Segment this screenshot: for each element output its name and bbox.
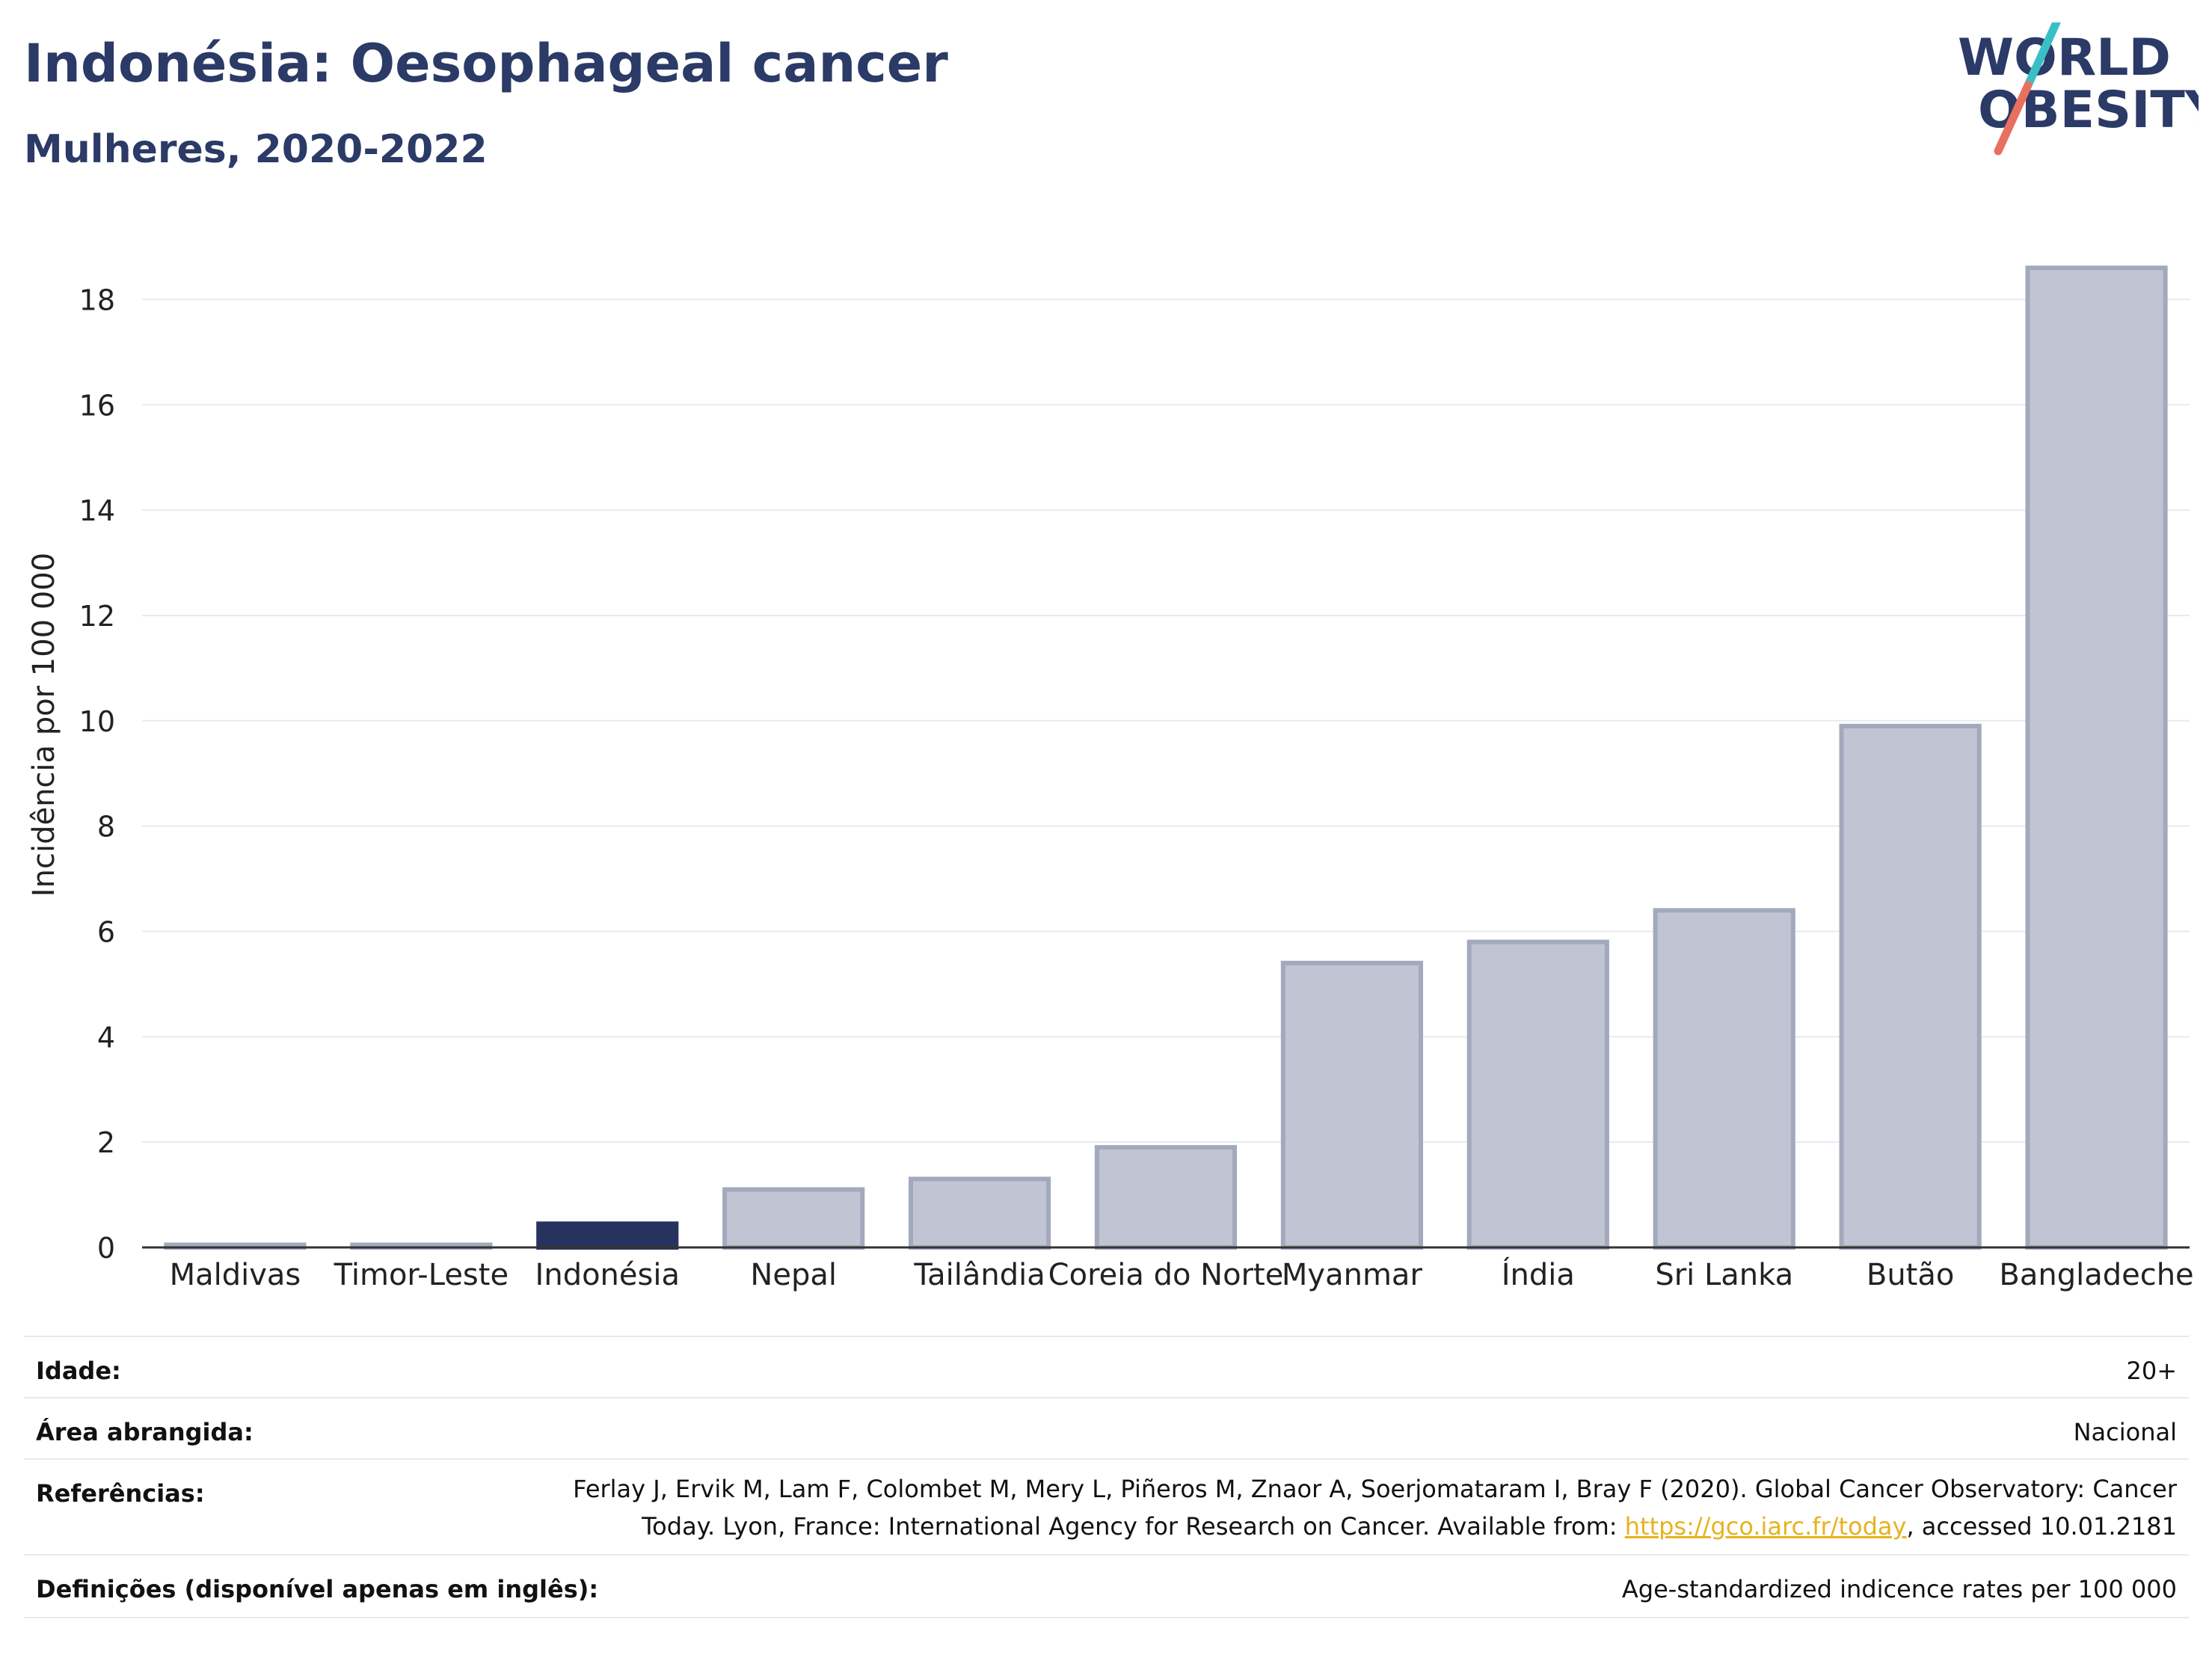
bar-tailândia bbox=[908, 1176, 1051, 1250]
references-line-2-text: Today. Lyon, France: International Agenc… bbox=[642, 1512, 1625, 1541]
bar-sri-lanka bbox=[1653, 908, 1795, 1250]
y-tick-label: 6 bbox=[97, 915, 115, 948]
meta-row-age: Idade: 20+ bbox=[24, 1336, 2189, 1398]
page-subtitle: Mulheres, 2020-2022 bbox=[24, 127, 488, 172]
y-tick-labels: 0 2 4 6 8 10 12 14 16 18 bbox=[79, 283, 115, 1265]
references-line-1: Ferlay J, Ervik M, Lam F, Colombet M, Me… bbox=[573, 1475, 2177, 1503]
references-link[interactable]: https://gco.iarc.fr/today bbox=[1624, 1512, 1907, 1541]
logo-slash-teal bbox=[2024, 22, 2061, 90]
y-tick-label: 12 bbox=[79, 600, 115, 633]
bars bbox=[164, 265, 2168, 1250]
meta-row-references: Referências: Ferlay J, Ervik M, Lam F, C… bbox=[24, 1458, 2189, 1556]
logo-slash-coral bbox=[1994, 81, 2033, 156]
references-line-2: Today. Lyon, France: International Agenc… bbox=[457, 1508, 2177, 1545]
bar-coreia-do-norte bbox=[1094, 1145, 1238, 1250]
x-tick-label: Indonésia bbox=[535, 1258, 680, 1292]
references-label: Referências: bbox=[36, 1479, 205, 1508]
x-tick-label: Timor-Leste bbox=[334, 1258, 509, 1292]
x-tick-label: Índia bbox=[1502, 1256, 1575, 1292]
y-tick-label: 0 bbox=[97, 1232, 115, 1265]
y-tick-label: 2 bbox=[97, 1126, 115, 1159]
definitions-value: Age-standardized indicence rates per 100… bbox=[1621, 1575, 2177, 1603]
page-title: Indonésia: Oesophageal cancer bbox=[24, 33, 948, 94]
metadata-table: Idade: 20+ Área abrangida: Nacional Refe… bbox=[24, 1336, 2189, 1650]
age-label: Idade: bbox=[36, 1357, 121, 1385]
x-tick-label: Butão bbox=[1867, 1258, 1954, 1292]
references-line-2-tail: , accessed 10.01.2181 bbox=[1906, 1512, 2177, 1541]
x-tick-label: Bangladeche bbox=[1999, 1258, 2193, 1292]
bar-butão bbox=[1839, 723, 1982, 1250]
references-value: Ferlay J, Ervik M, Lam F, Colombet M, Me… bbox=[457, 1470, 2177, 1545]
y-tick-label: 18 bbox=[79, 283, 115, 316]
meta-row-area: Área abrangida: Nacional bbox=[24, 1397, 2189, 1460]
bar-indonésia bbox=[536, 1221, 679, 1250]
bar-chart: 0 2 4 6 8 10 12 14 16 18 Maldivas Timor-Leste Indon… bbox=[27, 265, 2194, 1292]
world-obesity-logo: WORLD OBESITY bbox=[1958, 22, 2199, 156]
meta-row-definitions: Definições (disponível apenas em inglês)… bbox=[24, 1554, 2189, 1618]
x-tick-label: Myanmar bbox=[1282, 1258, 1423, 1292]
y-tick-label: 16 bbox=[79, 389, 115, 422]
x-tick-label: Tailândia bbox=[913, 1258, 1045, 1292]
x-tick-labels: Maldivas Timor-Leste Indonésia Nepal Tailând… bbox=[170, 1256, 2194, 1292]
bar-myanmar bbox=[1280, 960, 1424, 1250]
y-tick-label: 14 bbox=[79, 494, 115, 527]
definitions-label: Definições (disponível apenas em inglês)… bbox=[36, 1575, 599, 1603]
x-tick-label: Coreia do Norte bbox=[1048, 1258, 1284, 1292]
bar-índia bbox=[1466, 939, 1609, 1250]
age-value: 20+ bbox=[2126, 1357, 2177, 1385]
y-tick-label: 4 bbox=[97, 1021, 115, 1054]
logo-word-world: WORLD bbox=[1958, 28, 2171, 87]
bar-bangladeche bbox=[2025, 265, 2168, 1250]
y-axis-label: Incidência por 100 000 bbox=[27, 553, 61, 897]
area-label: Área abrangida: bbox=[36, 1418, 254, 1446]
x-tick-label: Sri Lanka bbox=[1655, 1258, 1793, 1292]
area-value: Nacional bbox=[2073, 1418, 2177, 1446]
y-tick-label: 8 bbox=[97, 811, 115, 844]
x-tick-label: Nepal bbox=[750, 1258, 837, 1292]
bar-nepal bbox=[722, 1187, 865, 1250]
y-tick-label: 10 bbox=[79, 705, 115, 738]
x-tick-label: Maldivas bbox=[170, 1258, 301, 1292]
